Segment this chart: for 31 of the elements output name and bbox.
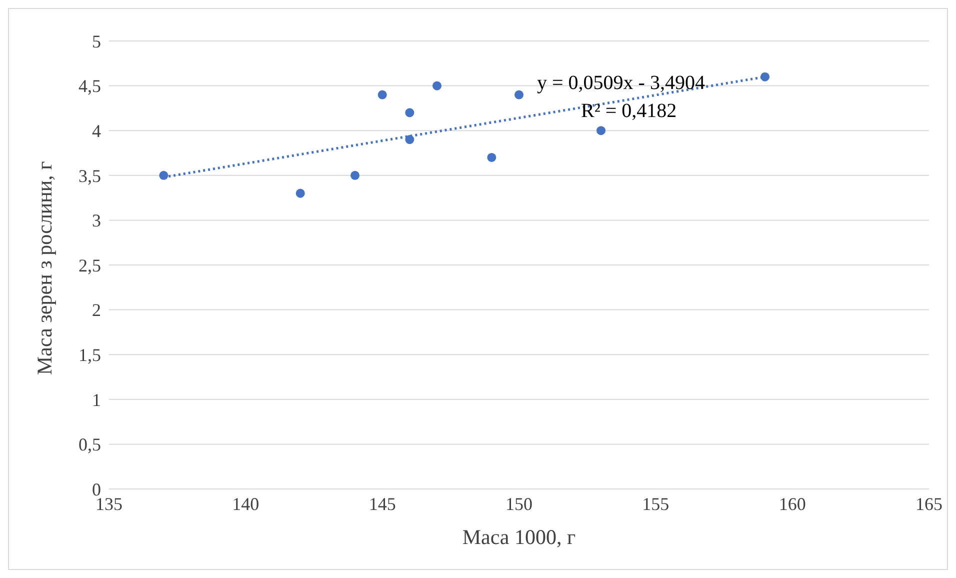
point [296, 188, 305, 198]
y-tick-label: 0,5 [78, 434, 101, 455]
point [405, 108, 414, 118]
y-tick-label: 3,5 [78, 166, 101, 186]
y-tick-label: 2,5 [78, 255, 101, 276]
y-tick-label: 0 [92, 479, 101, 500]
x-axis-title: Маса 1000, г [462, 525, 576, 549]
point [159, 170, 168, 180]
x-tick-label: 140 [232, 494, 260, 514]
y-tick-label: 1 [92, 390, 101, 410]
point [378, 90, 387, 100]
point [760, 72, 770, 82]
y-tick-label: 4,5 [78, 76, 101, 96]
y-axis-title: Маса зерен з рослини, г [32, 160, 56, 375]
y-tick-label: 3 [92, 210, 101, 231]
y-tick-label: 1,5 [78, 344, 101, 365]
equation-text: y = 0,0509x - 3,4904 R² = 0,4182 [529, 69, 729, 119]
point [487, 152, 496, 162]
point [596, 126, 606, 136]
point [405, 135, 414, 144]
x-tick-label: 155 [642, 494, 670, 514]
x-tick-label: 160 [778, 494, 806, 514]
y-tick-label: 5 [92, 31, 101, 52]
y-tick-label: 2 [92, 300, 101, 320]
point [514, 90, 524, 100]
x-tick-label: 145 [368, 494, 396, 514]
y-tick-label: 4 [92, 120, 101, 141]
x-tick-label: 165 [916, 494, 942, 514]
point [432, 81, 442, 90]
x-tick-label: 150 [506, 494, 532, 514]
point [350, 170, 360, 180]
